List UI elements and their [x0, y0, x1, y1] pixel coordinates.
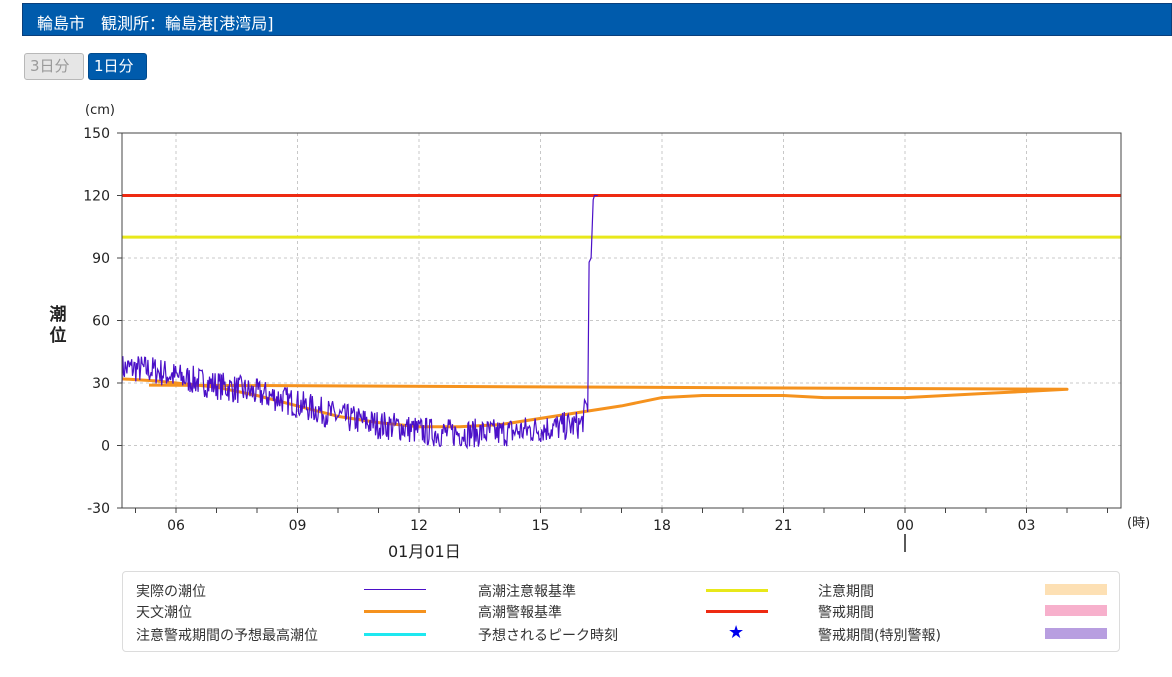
y-tick-label: 90: [92, 251, 110, 267]
legend-label: 予想されるピーク時刻: [478, 628, 618, 644]
legend-line-swatch: [364, 633, 426, 636]
series-layer: [121, 194, 1069, 450]
y-tick-label: -30: [87, 501, 110, 517]
legend: 実際の潮位 高潮注意報基準 注意期間天文潮位 高潮警報基準 警戒期間注意警戒期間の予想最…: [122, 571, 1120, 652]
date-label: 01月01日: [388, 542, 461, 561]
series-line-astronomical-tide: [121, 377, 1069, 429]
legend-label: 警戒期間: [818, 605, 874, 621]
star-icon: ★: [728, 622, 745, 643]
x-tick-label: 00: [896, 518, 914, 534]
x-tick-label: 03: [1018, 518, 1036, 534]
legend-label: 注意警戒期間の予想最高潮位: [136, 628, 318, 644]
tab-1-day[interactable]: 1日分: [88, 53, 147, 80]
x-axis-unit: (時): [1127, 516, 1150, 531]
legend-line-swatch: [706, 589, 768, 592]
x-tick-label: 12: [410, 518, 428, 534]
legend-box-swatch: [1045, 628, 1107, 639]
x-tick-label: 09: [289, 518, 307, 534]
legend-label: 注意期間: [818, 584, 874, 600]
legend-label: 高潮警報基準: [478, 605, 562, 621]
x-tick-label: 15: [532, 518, 550, 534]
legend-box-swatch: [1045, 584, 1107, 595]
station-title: 輪島市 観測所：輪島港[港湾局]: [37, 14, 274, 33]
series-line-observed-tide: [121, 194, 598, 450]
x-tick-label: 21: [775, 518, 793, 534]
grid-layer: [122, 133, 1121, 508]
x-tick-label: 06: [167, 518, 185, 534]
y-axis-unit: (cm): [85, 103, 115, 118]
y-tick-label: 60: [92, 314, 110, 330]
y-tick-label: 150: [83, 126, 110, 142]
legend-label: 高潮注意報基準: [478, 584, 576, 600]
legend-line-swatch: [706, 610, 768, 613]
legend-line-swatch: [364, 589, 426, 590]
tab-3-days[interactable]: 3日分: [24, 53, 84, 80]
page-header: 輪島市 観測所：輪島港[港湾局]: [22, 3, 1172, 36]
axis-layer: -30 0 30 60 90 120 150 06 09 12 15 18 21 00 03: [83, 126, 1122, 552]
y-tick-label: 120: [83, 189, 110, 205]
y-axis-label: 潮位: [50, 304, 67, 346]
legend-label: 警戒期間(特別警報): [818, 628, 941, 644]
legend-line-swatch: [364, 610, 426, 613]
legend-label: 実際の潮位: [136, 584, 206, 600]
y-tick-label: 0: [101, 439, 110, 455]
plot-frame: [121, 132, 1122, 509]
y-tick-label: 30: [92, 376, 110, 392]
tide-chart: -30 0 30 60 90 120 150 06 09 12 15 18 21 00 03 (cm) (時…: [50, 103, 1151, 561]
reference-lines-layer: [122, 194, 1121, 239]
x-tick-label: 18: [653, 518, 671, 534]
legend-label: 天文潮位: [136, 605, 192, 621]
legend-box-swatch: [1045, 605, 1107, 616]
